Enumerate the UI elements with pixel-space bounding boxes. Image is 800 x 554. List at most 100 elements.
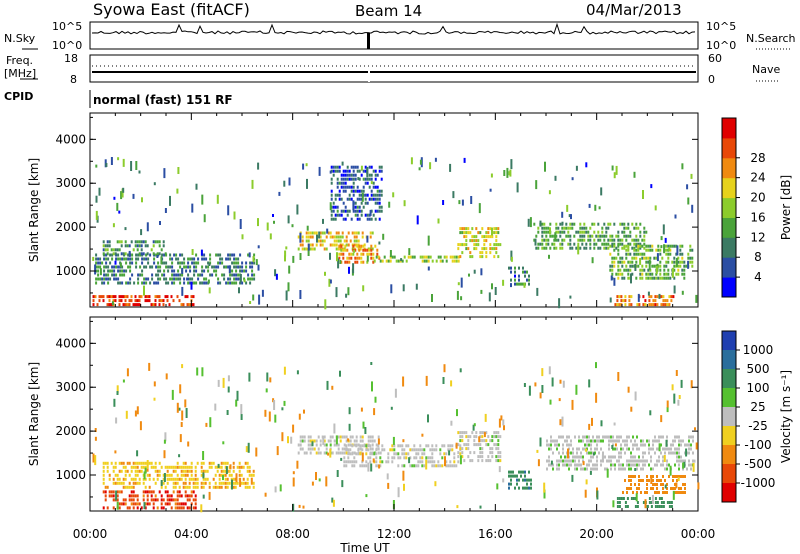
velocity-scatter-cell <box>181 364 184 369</box>
power-echo-cell <box>621 260 624 264</box>
power-echo-cell <box>628 299 631 303</box>
power-echo-cell <box>624 303 627 307</box>
power-echo-cell <box>366 248 369 252</box>
power-scatter-cell <box>566 204 569 212</box>
velocity-echo-cell <box>463 431 466 435</box>
power-echo-cell <box>107 281 110 285</box>
power-echo-cell <box>665 272 668 276</box>
power-echo-cell <box>497 231 500 235</box>
power-echo-cell <box>583 226 586 230</box>
velocity-echo-cell <box>403 448 406 452</box>
power-echo-cell <box>183 277 186 281</box>
power-echo-cell <box>195 253 198 257</box>
velocity-scatter-cell <box>644 499 647 509</box>
velocity-echo-cell <box>317 447 320 451</box>
power-echo-cell <box>340 252 343 256</box>
power-scatter-cell <box>656 253 659 262</box>
velocity-scatter-cell <box>372 458 375 463</box>
velocity-echo-cell <box>652 475 654 478</box>
velocity-echo-cell <box>120 502 123 506</box>
power-echo-cell <box>653 256 656 260</box>
power-echo-cell <box>158 240 161 244</box>
velocity-echo-cell <box>138 469 141 473</box>
velocity-scatter-cell <box>296 460 299 469</box>
power-scatter-cell <box>169 195 171 206</box>
velocity-echo-cell <box>564 459 566 463</box>
power-echo-cell <box>619 268 622 272</box>
velocity-echo-cell <box>116 481 119 485</box>
power-echo-cell <box>143 281 146 285</box>
velocity-scatter-cell <box>537 459 540 467</box>
velocity-echo-cell <box>437 460 440 464</box>
power-echo-cell <box>397 259 400 263</box>
velocity-scatter-cell <box>539 392 542 399</box>
velocity-echo-cell <box>471 459 474 463</box>
power-echo-cell <box>581 226 584 230</box>
velocity-scatter-cell <box>165 373 168 380</box>
velocity-echo-cell <box>234 481 237 485</box>
velocity-echo-cell <box>377 451 380 455</box>
power-echo-cell <box>144 244 147 248</box>
velocity-echo-cell <box>516 478 518 482</box>
power-echo-cell <box>561 242 564 246</box>
power-echo-cell <box>627 272 630 276</box>
nsky-tick-top: 10^5 <box>52 20 82 33</box>
power-echo-cell <box>387 259 390 263</box>
velocity-echo-cell <box>108 477 111 481</box>
velocity-echo-cell <box>393 456 396 460</box>
power-echo-cell <box>668 303 671 307</box>
velocity-echo-cell <box>359 464 362 468</box>
velocity-echo-cell <box>612 435 614 439</box>
power-scatter-cell <box>609 297 612 303</box>
velocity-echo-cell <box>666 447 668 451</box>
velocity-scatter-cell <box>591 417 593 426</box>
velocity-echo-cell <box>361 435 364 439</box>
velocity-scatter-cell <box>205 422 208 427</box>
velocity-echo-cell <box>345 435 348 439</box>
velocity-echo-cell <box>652 479 654 482</box>
power-echo-cell <box>665 248 668 252</box>
power-echo-cell <box>354 165 357 169</box>
power-echo-cell <box>199 273 202 277</box>
velocity-echo-cell <box>680 475 682 478</box>
power-echo-cell <box>136 299 139 303</box>
velocity-echo-cell <box>168 494 171 498</box>
power-echo-cell <box>652 303 655 307</box>
power-echo-cell <box>167 265 170 269</box>
velocity-echo-cell <box>461 439 464 443</box>
velocity-echo-cell <box>590 467 592 471</box>
velocity-echo-cell <box>325 443 328 447</box>
power-echo-cell <box>611 242 614 246</box>
power-echo-cell <box>117 253 120 257</box>
velocity-scatter-cell <box>559 379 562 384</box>
power-echo-cell <box>631 260 634 264</box>
velocity-echo-cell <box>660 435 662 439</box>
power-echo-cell <box>609 234 612 238</box>
power-echo-cell <box>495 231 498 235</box>
power-echo-cell <box>344 181 347 185</box>
velocity-echo-cell <box>451 448 454 452</box>
velocity-echo-cell <box>152 498 155 502</box>
velocity-echo-cell <box>644 491 646 494</box>
power-echo-cell <box>583 238 586 242</box>
power-echo-cell <box>253 261 256 265</box>
power-echo-cell <box>378 209 381 213</box>
velocity-echo-cell <box>146 502 149 506</box>
power-scatter-cell <box>339 260 342 264</box>
power-scatter-cell <box>111 301 114 306</box>
power-echo-cell <box>543 246 546 250</box>
velocity-echo-cell <box>433 464 436 468</box>
power-echo-cell <box>233 277 236 281</box>
velocity-echo-cell <box>686 443 688 447</box>
velocity-echo-cell <box>214 485 217 489</box>
velocity-echo-cell <box>222 461 225 465</box>
power-echo-cell <box>675 272 678 276</box>
velocity-echo-cell <box>628 463 630 467</box>
velocity-echo-cell <box>106 465 109 469</box>
power-scatter-cell <box>662 224 665 235</box>
velocity-echo-cell <box>134 473 137 477</box>
velocity-echo-cell <box>652 443 654 447</box>
power-scatter-cell <box>691 204 694 213</box>
velocity-echo-cell <box>622 491 624 494</box>
velocity-scatter-cell <box>682 462 685 469</box>
